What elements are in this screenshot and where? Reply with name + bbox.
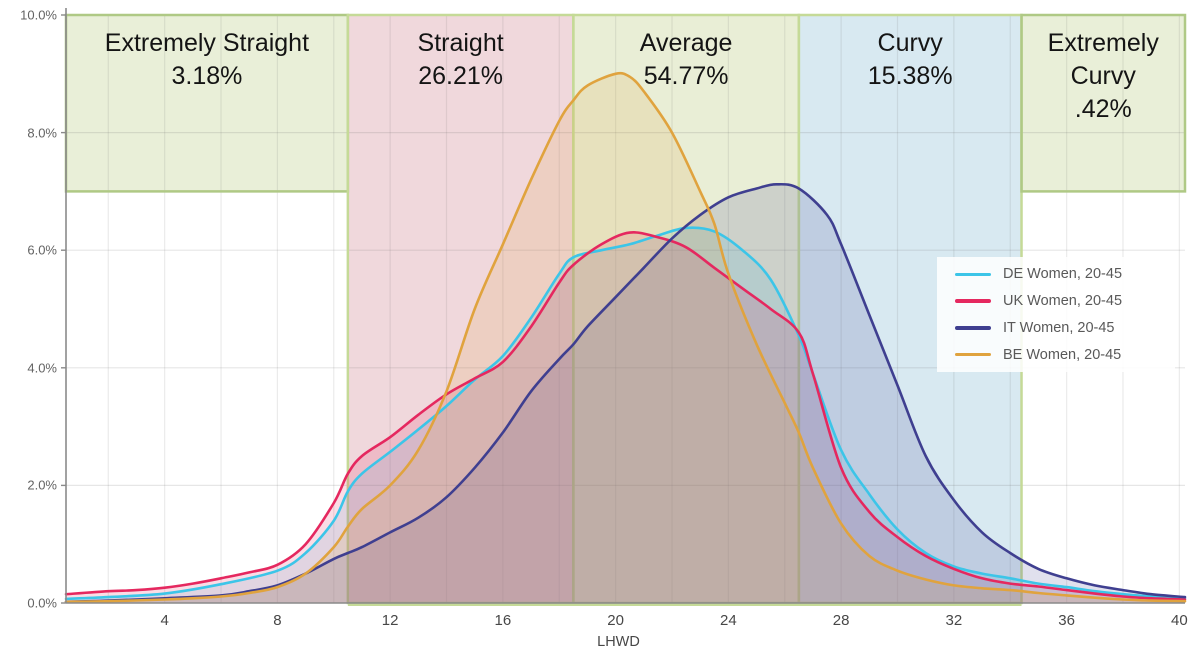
legend-label: BE Women, 20-45 xyxy=(1003,346,1122,363)
series-line-IT Women, 20-45 xyxy=(64,182,1187,604)
x-tick-label: 20 xyxy=(607,612,624,629)
legend-entry-uk[interactable]: UK Women, 20-45 xyxy=(937,289,1175,313)
y-tick-label: 4.0% xyxy=(27,360,57,376)
legend-entry-it[interactable]: IT Women, 20-45 xyxy=(937,316,1175,340)
legend-entry-de[interactable]: DE Women, 20-45 xyxy=(937,262,1175,286)
legend-swatch-uk xyxy=(955,299,991,303)
band-label-extremely-straight: Extremely Straight 3.18% xyxy=(104,29,310,90)
x-tick-label: 36 xyxy=(1058,612,1075,629)
band-label-extremely-curvy: Extremely Curvy .42% xyxy=(1047,29,1159,123)
band-label-average: Average 54.77% xyxy=(639,29,733,90)
band-average xyxy=(573,15,799,603)
legend-label: UK Women, 20-45 xyxy=(1003,293,1123,310)
x-axis-title: LHWD xyxy=(597,634,640,650)
band-border-extremely-curvy xyxy=(1020,13,1187,193)
x-tick-label: 24 xyxy=(720,612,737,629)
legend: DE Women, 20-45 UK Women, 20-45 IT Women… xyxy=(937,257,1175,372)
band-extremely-straight xyxy=(66,15,348,192)
legend-label: DE Women, 20-45 xyxy=(1003,266,1123,283)
y-tick-label: 8.0% xyxy=(27,125,57,141)
series-area-BE Women, 20-45 xyxy=(66,73,1185,604)
y-tick-label: 10.0% xyxy=(20,7,57,23)
legend-label: IT Women, 20-45 xyxy=(1003,319,1115,336)
series-line-DE Women, 20-45 xyxy=(64,226,1187,601)
band-label-curvy: Curvy 15.38% xyxy=(867,29,953,90)
series-area-DE Women, 20-45 xyxy=(66,227,1185,603)
series-line-BE Women, 20-45 xyxy=(64,71,1187,604)
x-tick-label: 12 xyxy=(381,612,399,629)
x-tick-label: 16 xyxy=(494,612,512,629)
x-tick-label: 32 xyxy=(945,612,963,629)
series-area-UK Women, 20-45 xyxy=(66,232,1185,603)
legend-swatch-be xyxy=(955,352,991,357)
band-extremely-curvy xyxy=(1021,15,1185,192)
band-bottom-line xyxy=(347,602,1022,606)
series-area-IT Women, 20-45 xyxy=(66,184,1185,603)
y-tick-label: 2.0% xyxy=(27,477,57,493)
y-tick-label: 0.0% xyxy=(27,595,57,611)
y-tick-label: 6.0% xyxy=(27,242,57,258)
legend-entry-be[interactable]: BE Women, 20-45 xyxy=(937,343,1175,367)
band-label-straight: Straight 26.21% xyxy=(417,29,504,90)
series-line-UK Women, 20-45 xyxy=(64,231,1187,601)
x-tick-label: 8 xyxy=(273,612,282,629)
x-tick-label: 28 xyxy=(832,612,850,629)
legend-swatch-de xyxy=(955,272,991,277)
legend-swatch-it xyxy=(955,326,991,330)
x-tick-label: 40 xyxy=(1171,612,1188,629)
x-tick-label: 4 xyxy=(160,612,169,629)
